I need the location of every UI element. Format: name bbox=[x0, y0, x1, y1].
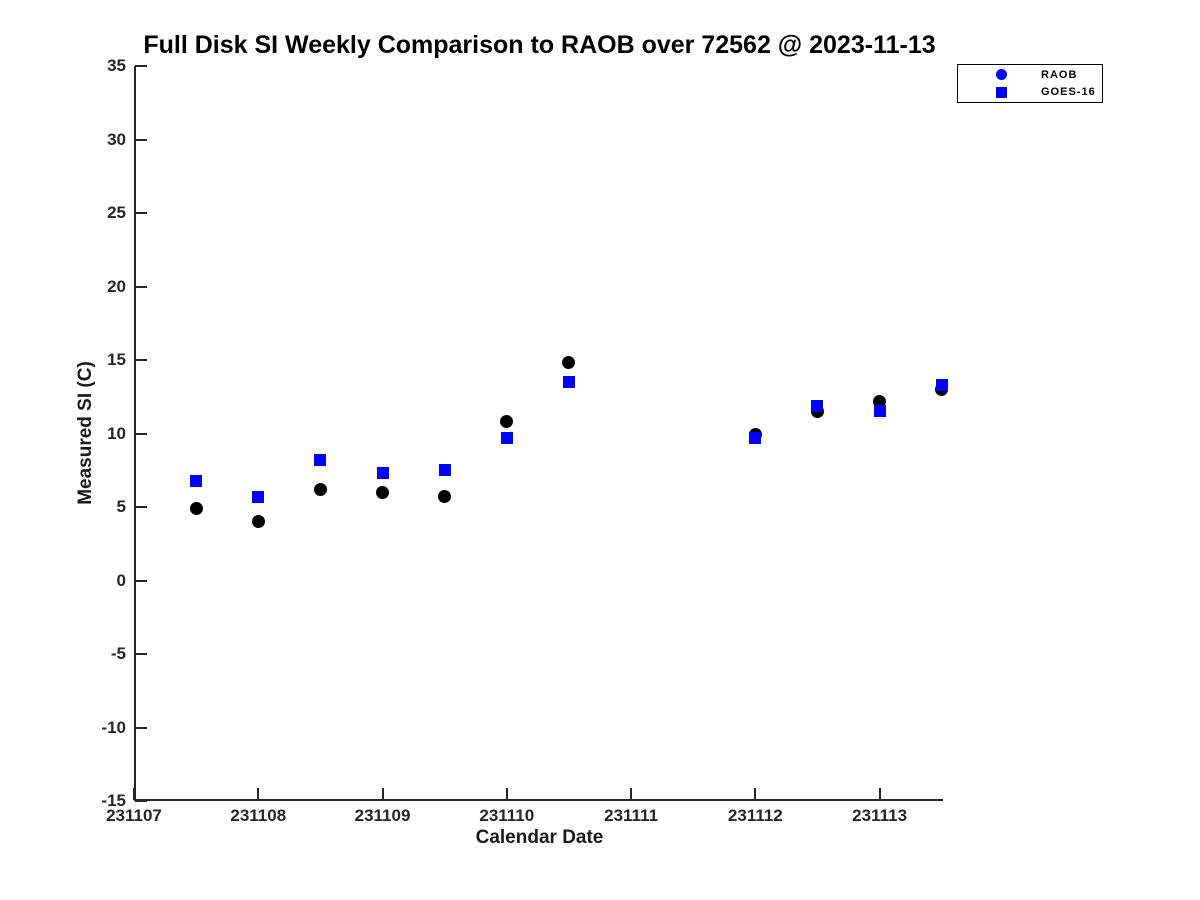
x-tick-label: 231113 bbox=[852, 806, 908, 825]
plot-area bbox=[134, 66, 943, 801]
x-tick bbox=[257, 788, 260, 800]
y-tick bbox=[135, 65, 147, 67]
y-tick-label: 35 bbox=[107, 56, 126, 75]
y-tick bbox=[135, 726, 147, 729]
y-axis-label: Measured SI (C) bbox=[75, 361, 96, 505]
raob-marker bbox=[251, 515, 265, 529]
y-tick-label: 20 bbox=[107, 276, 126, 296]
legend-label-goes16: GOES-16 bbox=[1041, 86, 1096, 99]
y-tick bbox=[135, 506, 147, 508]
y-tick-label: -5 bbox=[110, 644, 126, 663]
raob-marker bbox=[873, 394, 887, 408]
y-tick bbox=[135, 800, 147, 802]
y-tick bbox=[135, 212, 147, 214]
goes16-marker bbox=[314, 453, 327, 466]
goes16-marker bbox=[500, 431, 513, 444]
y-tick bbox=[135, 432, 147, 435]
y-tick-label: 15 bbox=[107, 350, 126, 369]
raob-marker bbox=[189, 501, 203, 515]
goes16-marker bbox=[562, 376, 575, 389]
y-tick bbox=[135, 359, 147, 361]
x-tick bbox=[878, 788, 881, 800]
y-tick-label: -10 bbox=[101, 717, 126, 737]
legend-row-goes16: GOES-16 bbox=[958, 85, 1102, 100]
x-tick bbox=[630, 788, 633, 800]
goes16-marker bbox=[190, 474, 203, 487]
x-tick-label: 231110 bbox=[479, 806, 535, 825]
raob-marker bbox=[500, 415, 514, 429]
legend-label-raob: RAOB bbox=[1041, 68, 1078, 81]
chart-title: Full Disk SI Weekly Comparison to RAOB o… bbox=[143, 31, 936, 59]
x-tick-label: 231109 bbox=[354, 806, 411, 825]
goes16-marker bbox=[811, 399, 824, 412]
raob-legend-circle-icon bbox=[996, 69, 1007, 81]
y-tick-label: 10 bbox=[107, 423, 126, 443]
y-tick-label: 5 bbox=[116, 497, 126, 516]
x-axis-label: Calendar Date bbox=[475, 827, 604, 848]
x-tick bbox=[754, 788, 757, 800]
raob-marker bbox=[313, 482, 327, 496]
x-tick-label: 231107 bbox=[106, 806, 162, 825]
y-tick-label: -15 bbox=[101, 791, 126, 810]
x-tick bbox=[381, 788, 384, 800]
goes16-marker bbox=[873, 405, 886, 418]
goes16-marker bbox=[749, 431, 762, 444]
y-tick bbox=[135, 285, 147, 288]
raob-marker bbox=[376, 485, 390, 499]
x-tick bbox=[133, 788, 135, 800]
x-tick-label: 231111 bbox=[604, 806, 659, 825]
raob-marker bbox=[562, 356, 576, 370]
y-tick-label: 30 bbox=[107, 129, 126, 149]
goes16-legend-square-icon bbox=[996, 86, 1007, 98]
goes16-marker bbox=[438, 464, 451, 477]
y-tick-label: 25 bbox=[107, 203, 126, 222]
legend: RAOB GOES-16 bbox=[957, 64, 1103, 103]
y-tick bbox=[135, 138, 147, 141]
x-tick-label: 231108 bbox=[230, 806, 287, 825]
y-tick bbox=[135, 653, 147, 655]
goes16-marker bbox=[935, 378, 948, 391]
x-tick-label: 231112 bbox=[727, 806, 783, 825]
y-tick bbox=[135, 579, 147, 582]
y-tick-label: 0 bbox=[116, 570, 126, 590]
legend-row-raob: RAOB bbox=[958, 67, 1102, 82]
x-tick bbox=[505, 788, 508, 800]
goes16-marker bbox=[376, 467, 389, 480]
goes16-marker bbox=[252, 490, 265, 503]
raob-marker bbox=[438, 490, 452, 504]
